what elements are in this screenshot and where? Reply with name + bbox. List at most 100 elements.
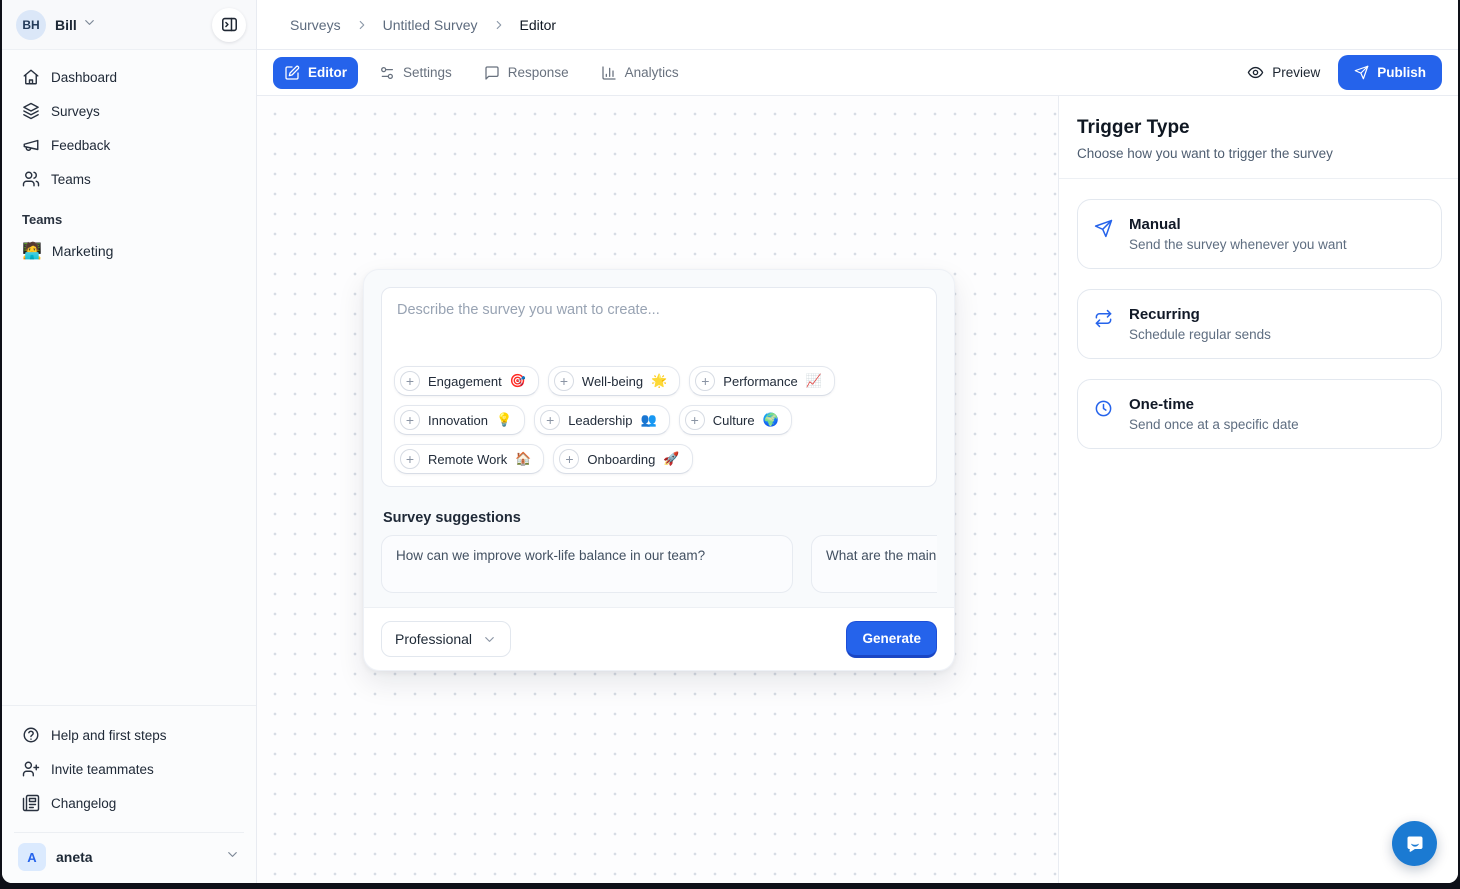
sidebar-item-label: Help and first steps <box>51 727 167 743</box>
help-circle-icon <box>22 726 40 744</box>
breadcrumb-surveys[interactable]: Surveys <box>290 16 341 33</box>
suggestion-card[interactable]: What are the main ob <box>811 535 937 593</box>
home-icon <box>22 68 40 86</box>
sidebar-nav: Dashboard Surveys Feedback Teams <box>2 50 256 196</box>
panel-toggle-icon <box>221 17 237 32</box>
sidebar-item-marketing[interactable]: 🧑‍💻 Marketing <box>14 233 244 269</box>
suggestions-row: How can we improve work-life balance in … <box>381 535 937 593</box>
sidebar: BH Bill Dashboard <box>2 0 257 883</box>
suggestion-card[interactable]: How can we improve work-life balance in … <box>381 535 793 593</box>
chevron-down-icon <box>225 847 240 867</box>
sidebar-spacer <box>2 269 256 705</box>
user-plus-icon <box>22 760 40 778</box>
tag-chip-culture[interactable]: + Culture 🌍 <box>678 405 792 435</box>
settings-icon <box>381 66 393 79</box>
edit-icon <box>285 65 300 80</box>
users-icon <box>22 170 40 188</box>
sidebar-item-label: Invite teammates <box>51 761 154 777</box>
tab-editor[interactable]: Editor <box>273 56 358 89</box>
trigger-option-recurring[interactable]: Recurring Schedule regular sends <box>1077 289 1442 359</box>
sidebar-toggle-button[interactable] <box>212 7 246 42</box>
preview-button[interactable]: Preview <box>1247 64 1320 81</box>
chat-launcher-button[interactable] <box>1392 821 1437 866</box>
tag-chip-engagement[interactable]: + Engagement 🎯 <box>394 366 539 396</box>
workspace-avatar: BH <box>16 9 46 40</box>
trigger-type-panel: Trigger Type Choose how you want to trig… <box>1058 96 1458 883</box>
tag-chip-list: + Engagement 🎯 + Well-being 🌟 <box>382 366 936 486</box>
plus-icon: + <box>695 371 716 391</box>
chart-icon <box>601 65 616 80</box>
sidebar-item-label: Dashboard <box>51 69 118 85</box>
tag-chip-remote-work[interactable]: + Remote Work 🏠 <box>394 444 545 474</box>
sidebar-item-feedback[interactable]: Feedback <box>14 128 244 162</box>
panel-subtitle: Choose how you want to trigger the surve… <box>1077 146 1333 161</box>
send-icon <box>1094 219 1113 252</box>
workspace-name: Bill <box>55 16 77 33</box>
survey-generator-card: + Engagement 🎯 + Well-being 🌟 <box>363 269 955 671</box>
eye-icon <box>1247 66 1264 79</box>
tone-select[interactable]: Professional <box>381 621 512 657</box>
team-label: Marketing <box>51 243 114 259</box>
sidebar-item-invite[interactable]: Invite teammates <box>14 752 244 786</box>
sidebar-item-changelog[interactable]: Changelog <box>14 786 244 820</box>
tab-analytics[interactable]: Analytics <box>590 57 690 89</box>
publish-button[interactable]: Publish <box>1338 55 1442 90</box>
tag-chip-onboarding[interactable]: + Onboarding 🚀 <box>553 444 693 474</box>
tag-chip-performance[interactable]: + Performance 📈 <box>689 366 835 396</box>
sidebar-footer-nav: Help and first steps Invite teammates Ch… <box>2 705 256 828</box>
generate-button[interactable]: Generate <box>846 620 937 658</box>
newspaper-icon <box>22 794 40 812</box>
plus-icon: + <box>400 449 420 469</box>
plus-icon: + <box>400 371 420 391</box>
tag-chip-wellbeing[interactable]: + Well-being 🌟 <box>547 366 681 396</box>
chevron-right-icon <box>492 18 506 32</box>
sidebar-item-surveys[interactable]: Surveys <box>14 94 244 128</box>
sidebar-item-teams[interactable]: Teams <box>14 162 244 196</box>
tag-chip-leadership[interactable]: + Leadership 👥 <box>534 405 670 435</box>
sidebar-item-dashboard[interactable]: Dashboard <box>14 60 244 94</box>
clock-icon <box>1094 399 1113 432</box>
suggestions-title: Survey suggestions <box>383 510 521 526</box>
sidebar-item-label: Surveys <box>51 103 100 119</box>
tab-response[interactable]: Response <box>473 57 580 89</box>
account-menu[interactable]: A aneta <box>14 832 244 883</box>
tab-settings[interactable]: Settings <box>368 57 463 89</box>
team-emoji: 🧑‍💻 <box>22 243 42 260</box>
workspace-switcher[interactable]: BH Bill <box>2 0 256 50</box>
sidebar-item-label: Changelog <box>51 795 117 811</box>
plus-icon: + <box>540 410 561 430</box>
plus-icon: + <box>684 410 705 430</box>
editor-canvas[interactable]: + Engagement 🎯 + Well-being 🌟 <box>257 96 1058 883</box>
main-area: Surveys Untitled Survey Editor Editor Se… <box>257 0 1458 883</box>
breadcrumb-survey-name[interactable]: Untitled Survey <box>382 16 478 33</box>
survey-description-input[interactable] <box>382 288 936 366</box>
breadcrumb: Surveys Untitled Survey Editor <box>257 0 1458 50</box>
generator-footer: Professional Generate <box>364 607 954 670</box>
trigger-option-manual[interactable]: Manual Send the survey whenever you want <box>1077 199 1442 269</box>
tab-bar: Editor Settings Response Analytics Previ… <box>257 50 1458 96</box>
sidebar-item-label: Feedback <box>51 137 111 153</box>
megaphone-icon <box>22 136 40 154</box>
trigger-option-one-time[interactable]: One-time Send once at a specific date <box>1077 379 1442 449</box>
panel-title: Trigger Type <box>1077 117 1190 138</box>
sidebar-item-help[interactable]: Help and first steps <box>14 718 244 752</box>
teams-section-header: Teams <box>22 212 63 227</box>
chevron-right-icon <box>355 18 369 32</box>
sidebar-item-label: Teams <box>51 171 91 187</box>
plus-icon: + <box>400 410 420 430</box>
repeat-icon <box>1094 309 1113 342</box>
chat-bubble-icon <box>1407 836 1422 852</box>
layers-icon <box>22 102 40 120</box>
send-icon <box>1354 65 1369 80</box>
tag-chip-innovation[interactable]: + Innovation 💡 <box>394 405 526 435</box>
message-icon <box>485 65 499 80</box>
plus-icon: + <box>559 449 580 469</box>
breadcrumb-current: Editor <box>519 16 557 33</box>
account-name: aneta <box>56 849 93 865</box>
account-avatar: A <box>18 843 46 871</box>
prompt-box: + Engagement 🎯 + Well-being 🌟 <box>381 287 937 487</box>
chevron-down-icon <box>82 15 97 35</box>
plus-icon: + <box>553 371 574 391</box>
chevron-down-icon <box>482 632 497 647</box>
